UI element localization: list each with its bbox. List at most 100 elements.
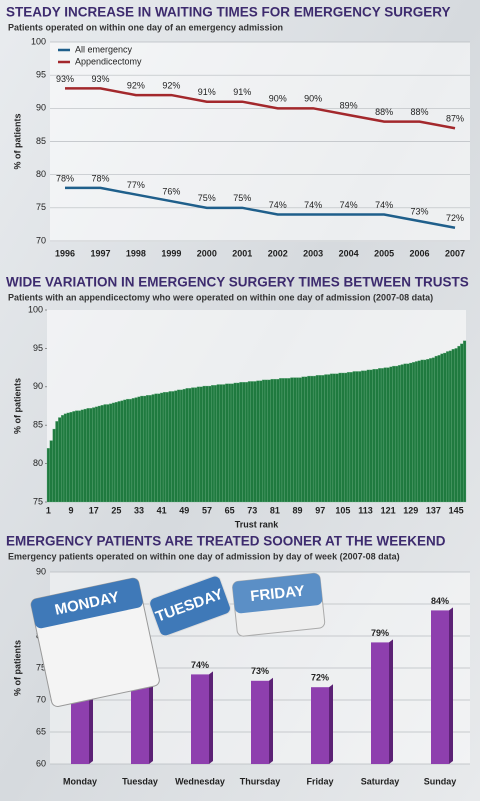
x-tick-label: Monday — [63, 776, 97, 786]
bar — [406, 363, 410, 503]
bar — [457, 345, 461, 503]
bar — [123, 399, 127, 503]
bar — [106, 404, 110, 503]
bar — [216, 384, 220, 503]
bar — [311, 687, 329, 764]
value-label: 91% — [198, 87, 216, 97]
x-tick-label: 137 — [426, 505, 441, 515]
chart-title: STEADY INCREASE IN WAITING TIMES FOR EME… — [6, 5, 451, 20]
value-label: 78% — [91, 173, 109, 183]
chart-title: EMERGENCY PATIENTS ARE TREATED SOONER AT… — [6, 534, 446, 549]
value-label: 90% — [304, 94, 322, 104]
bar — [389, 366, 393, 503]
value-label: 89% — [340, 100, 358, 110]
value-label: 76% — [162, 187, 180, 197]
bar — [414, 361, 419, 503]
legend-label: Appendicectomy — [75, 56, 142, 66]
bar — [236, 382, 240, 503]
bar — [454, 348, 458, 503]
value-label: 73% — [251, 666, 269, 676]
bar — [463, 340, 467, 503]
y-axis-label: % of patients — [12, 113, 22, 169]
bar — [222, 384, 226, 503]
bar — [256, 380, 260, 503]
x-tick-label: Thursday — [240, 776, 281, 786]
bar-side — [269, 677, 273, 764]
bar — [199, 386, 203, 503]
bar — [378, 368, 382, 503]
x-tick-label: 1999 — [161, 248, 181, 258]
chart-subtitle: Patients with an appendicectomy who were… — [8, 292, 433, 302]
bar — [143, 395, 147, 503]
bar — [293, 377, 297, 503]
bar — [250, 381, 254, 503]
x-tick-label: 73 — [247, 505, 257, 515]
bar — [371, 642, 389, 764]
bar — [304, 376, 308, 503]
bar — [137, 396, 141, 503]
calendar: MONDAY — [30, 577, 160, 707]
bar — [420, 359, 424, 503]
x-tick-label: Wednesday — [175, 776, 225, 786]
bar — [349, 372, 353, 503]
y-tick-label: 75 — [33, 496, 43, 506]
value-label: 88% — [411, 107, 429, 117]
x-tick-label: 33 — [134, 505, 144, 515]
bar — [55, 421, 59, 503]
y-tick-label: 85 — [36, 136, 46, 146]
bar — [109, 403, 113, 503]
x-tick-label: 97 — [315, 505, 325, 515]
x-tick-label: 1 — [46, 505, 51, 515]
bar — [245, 382, 249, 503]
bar — [301, 376, 305, 503]
y-tick-label: 90 — [36, 103, 46, 113]
y-tick-label: 90 — [36, 566, 46, 576]
bar — [460, 343, 464, 503]
bar — [332, 373, 336, 503]
bar — [386, 367, 390, 503]
bar — [412, 362, 416, 503]
bar — [83, 408, 87, 503]
y-axis-label: % of patients — [12, 640, 22, 696]
bar — [77, 410, 82, 503]
value-label: 78% — [56, 173, 74, 183]
x-tick-label: 113 — [358, 505, 373, 515]
bar — [185, 388, 189, 503]
bar — [94, 406, 99, 503]
bar — [131, 398, 135, 503]
bar — [446, 351, 450, 503]
bar-side — [329, 684, 333, 764]
x-tick-label: 121 — [381, 505, 396, 515]
bar — [97, 405, 101, 503]
bar — [451, 349, 455, 503]
x-tick-label: Friday — [306, 776, 333, 786]
bar — [208, 385, 212, 503]
x-tick-label: 17 — [89, 505, 99, 515]
y-tick-label: 80 — [33, 458, 43, 468]
bar — [80, 409, 84, 503]
bar — [162, 392, 167, 503]
value-label: 93% — [91, 74, 109, 84]
bar — [361, 370, 365, 503]
bar — [267, 379, 271, 503]
value-label: 92% — [127, 80, 145, 90]
bar — [145, 395, 150, 503]
y-tick-label: 65 — [36, 726, 46, 736]
bar — [321, 375, 325, 503]
x-tick-label: 129 — [403, 505, 418, 515]
bar — [52, 428, 56, 503]
bar — [247, 381, 251, 503]
bar — [375, 368, 379, 503]
bar — [171, 391, 175, 503]
bar — [72, 411, 76, 503]
bar — [338, 372, 342, 503]
x-tick-label: Sunday — [424, 776, 457, 786]
data-line — [65, 186, 456, 229]
x-tick-label: Saturday — [361, 776, 400, 786]
bar — [443, 352, 447, 503]
bar — [168, 391, 172, 503]
bar — [273, 378, 277, 503]
bar — [298, 377, 302, 503]
x-tick-label: 57 — [202, 505, 212, 515]
